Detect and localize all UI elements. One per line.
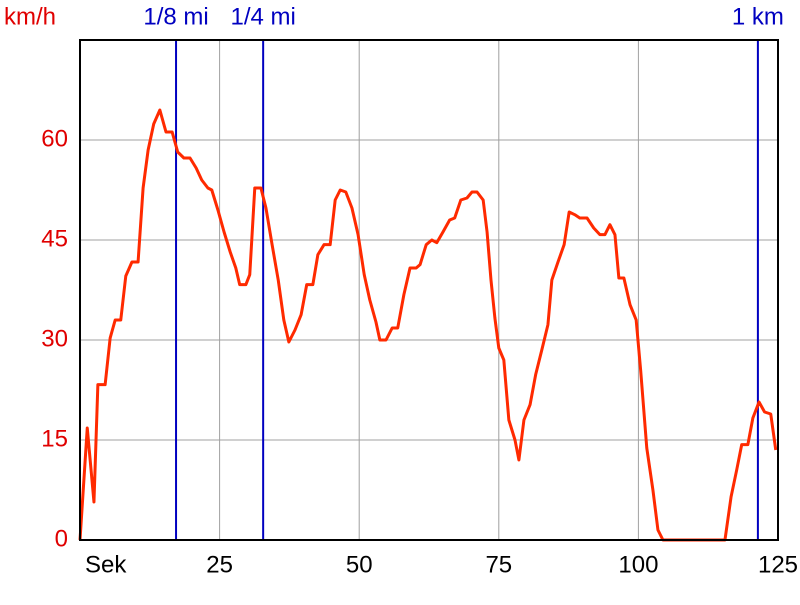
distance-marker-label: 1/8 mi <box>143 3 208 30</box>
x-tick-label: 75 <box>485 551 512 578</box>
x-tick-label: 100 <box>618 551 658 578</box>
speed-line <box>78 108 778 542</box>
x-tick-label: 25 <box>206 551 233 578</box>
distance-marker-label: 1/4 mi <box>230 3 295 30</box>
y-axis-label: km/h <box>4 3 56 30</box>
y-tick-label: 15 <box>41 425 68 452</box>
x-tick-label: 125 <box>758 551 798 578</box>
y-tick-label: 45 <box>41 225 68 252</box>
x-tick-label: Sek <box>85 551 127 578</box>
plot-frame <box>79 39 779 541</box>
y-tick-label: 0 <box>55 525 68 552</box>
distance-marker-label: 1 km <box>732 3 784 30</box>
y-tick-label: 30 <box>41 325 68 352</box>
x-tick-label: 50 <box>346 551 373 578</box>
y-tick-label: 60 <box>41 125 68 152</box>
